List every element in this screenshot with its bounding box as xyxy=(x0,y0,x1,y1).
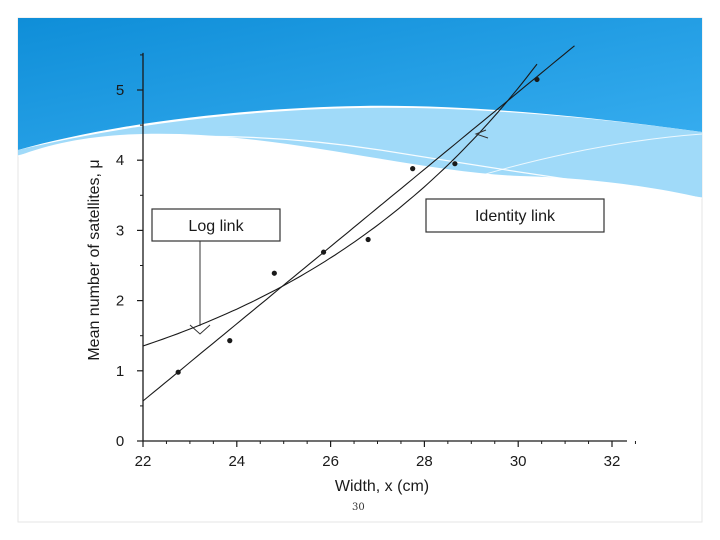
header-wave-line xyxy=(17,135,703,199)
header-banner xyxy=(18,18,702,150)
y-tick-label: 2 xyxy=(116,293,124,310)
x-tick-label: 32 xyxy=(604,453,621,470)
data-points xyxy=(175,76,540,375)
data-point xyxy=(175,369,181,375)
legend-log-link: Log link xyxy=(151,208,281,335)
header-wave-light xyxy=(18,107,702,198)
legend-identity-link-label: Identity link xyxy=(475,208,556,225)
x-tick-label: 26 xyxy=(322,453,339,470)
x-axis-title: Width, x (cm) xyxy=(335,478,429,495)
axes xyxy=(142,52,627,442)
legend-identity-link: Identity link xyxy=(425,129,605,233)
x-tick-label: 24 xyxy=(228,453,245,470)
x-tick-label: 30 xyxy=(510,453,527,470)
legend-log-link-box xyxy=(151,208,281,242)
fitted-curves xyxy=(142,45,575,402)
y-tick-label: 3 xyxy=(116,222,124,239)
y-tick-label: 1 xyxy=(116,363,124,380)
y-axis-title: Mean number of satellites, μ xyxy=(86,159,103,360)
x-tick-label: 22 xyxy=(135,453,152,470)
y-tick-label: 5 xyxy=(116,82,124,99)
data-point xyxy=(227,338,233,344)
tick-labels: 0 1 2 3 4 5 22 24 26 28 30 32 xyxy=(116,54,636,470)
data-point xyxy=(365,236,371,243)
legend-log-link-label: Log link xyxy=(188,218,244,235)
y-tick-label: 4 xyxy=(116,152,124,169)
data-point xyxy=(410,166,416,172)
legend-identity-link-arrowhead xyxy=(474,129,489,139)
data-point xyxy=(534,76,540,83)
series-line-log-link xyxy=(142,63,538,347)
legend-log-link-arrowhead xyxy=(189,324,211,335)
x-tick-label: 28 xyxy=(416,453,433,470)
header-wave-line-2 xyxy=(429,133,703,193)
data-point xyxy=(271,270,277,276)
page-number: 30 xyxy=(352,502,365,513)
series-line-identity-link xyxy=(142,45,575,402)
legend-identity-link-box xyxy=(425,198,605,233)
data-point xyxy=(452,161,458,167)
data-point xyxy=(320,249,327,255)
y-tick-label: 0 xyxy=(116,433,124,450)
